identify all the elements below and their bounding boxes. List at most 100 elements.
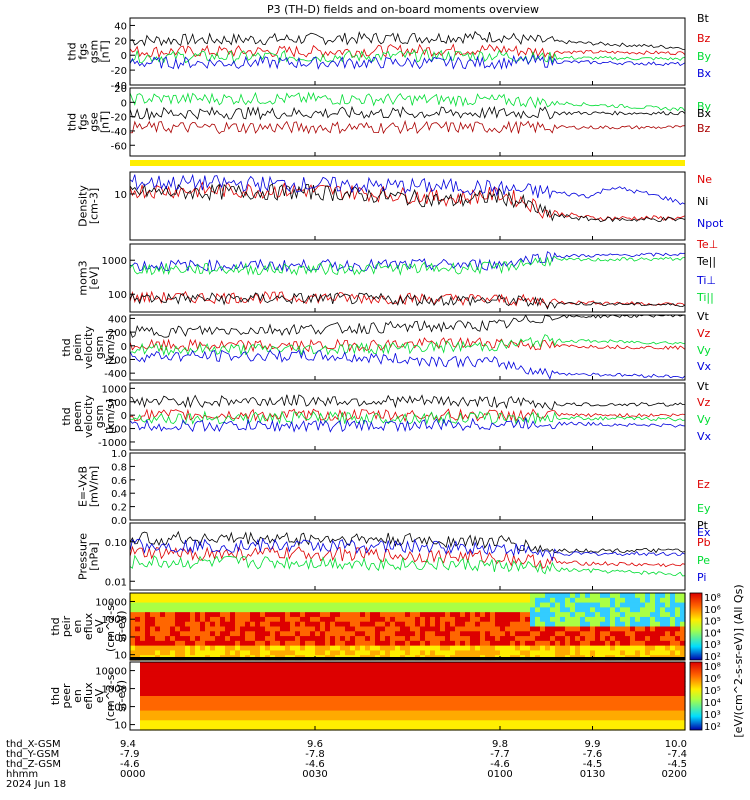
heatmap-cell [500,710,506,717]
heatmap-cell [575,666,581,673]
heatmap-cell [380,626,386,632]
heatmap-cell [390,691,396,697]
heatmap-cell [470,612,476,618]
heatmap-cell [465,686,471,692]
heatmap-cell [440,715,446,721]
heatmap-cell [610,696,616,702]
heatmap-cell [155,612,161,618]
heatmap-cell [530,650,536,656]
heatmap-cell [305,612,311,618]
heatmap-cell [650,626,656,632]
heatmap-cell [580,700,586,707]
heatmap-cell [140,700,146,707]
heatmap-cell [545,616,551,623]
heatmap-cell [360,700,366,707]
heatmap-cell [560,696,566,702]
heatmap-cell [165,616,171,623]
heatmap-cell [315,671,321,678]
heatmap-cell [235,597,241,604]
heatmap-cell [550,626,556,632]
heatmap-cell [630,676,636,683]
heatmap-cell [365,597,371,604]
heatmap-cell [575,725,581,731]
heatmap-cell [635,597,641,604]
heatmap-cell [230,691,236,697]
heatmap-cell [680,681,686,687]
heatmap-cell [255,705,261,712]
heatmap-cell [320,696,326,702]
heatmap-cell [535,676,541,683]
heatmap-cell [270,631,276,637]
heatmap-cell [480,631,486,637]
heatmap-cell [340,602,346,608]
heatmap-cell [640,700,646,707]
heatmap-cell [320,616,326,623]
heatmap-cell [490,710,496,717]
heatmap-cell [660,705,666,712]
heatmap-cell [325,705,331,712]
heatmap-cell [590,686,596,692]
heatmap-cell [555,621,561,628]
heatmap-cell [520,700,526,707]
heatmap-cell [175,645,181,652]
heatmap-cell [670,616,676,623]
heatmap-cell [480,650,486,656]
heatmap-cell [390,686,396,692]
heatmap-cell [455,725,461,731]
heatmap-cell [530,626,536,632]
heatmap-cell [565,597,571,604]
heatmap-cell [640,640,646,647]
heatmap-cell [590,640,596,647]
heatmap-cell [570,602,576,608]
heatmap-cell [475,621,481,628]
heatmap-cell [520,612,526,618]
heatmap-cell [395,662,401,668]
heatmap-cell [610,671,616,678]
heatmap-cell [675,666,681,673]
heatmap-cell [225,671,231,678]
heatmap-cell [355,686,361,692]
colorbar-tick: 10⁸ [704,593,721,604]
heatmap-cell [295,696,301,702]
heatmap-cell [330,621,336,628]
heatmap-cell [675,696,681,702]
heatmap-cell [475,631,481,637]
heatmap-cell [475,640,481,647]
heatmap-cell [665,681,671,687]
heatmap-cell [195,636,201,642]
x-row-label: 2024 Jun 18 [6,779,66,790]
heatmap-cell [520,691,526,697]
heatmap-cell [325,676,331,683]
heatmap-cell [185,636,191,642]
heatmap-cell [575,616,581,623]
heatmap-cell [365,705,371,712]
heatmap-cell [655,715,661,721]
heatmap-cell [215,593,221,599]
heatmap-cell [285,686,291,692]
heatmap-cell [345,607,351,613]
heatmap-cell [150,662,156,668]
heatmap-cell [130,640,136,647]
series-Bx [129,54,686,70]
x-tick-label: -7.4 [667,749,687,760]
heatmap-cell [580,631,586,637]
heatmap-cell [510,662,516,668]
heatmap-cell [355,691,361,697]
heatmap-cell [135,616,141,623]
heatmap-cell [185,631,191,637]
heatmap-cell [660,676,666,683]
heatmap-cell [390,593,396,599]
heatmap-cell [495,662,501,668]
heatmap-cell [255,636,261,642]
heatmap-cell [545,710,551,717]
heatmap-cell [220,607,226,613]
heatmap-cell [655,650,661,656]
heatmap-cell [425,631,431,637]
heatmap-cell [130,593,136,599]
heatmap-cell [315,666,321,673]
heatmap-cell [335,650,341,656]
heatmap-cell [175,715,181,721]
heatmap-cell [300,626,306,632]
heatmap-cell [455,626,461,632]
heatmap-cell [525,671,531,678]
